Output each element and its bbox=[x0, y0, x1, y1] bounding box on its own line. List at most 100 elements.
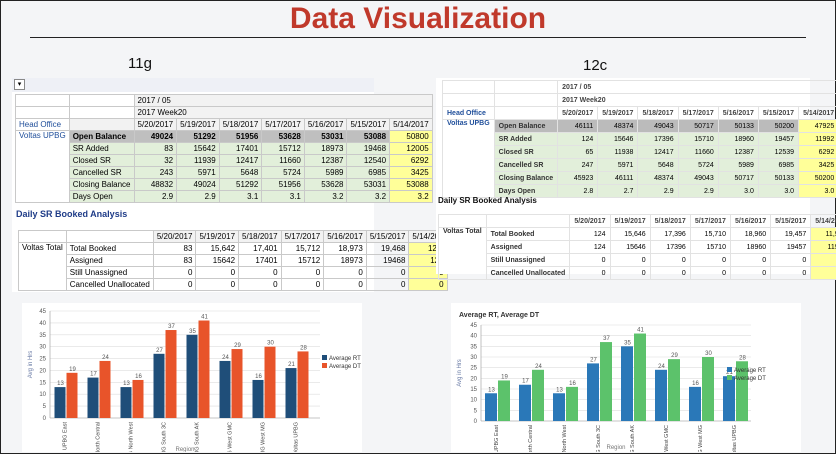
daily-value: 18,960 bbox=[730, 228, 770, 241]
daily-value: 11992 bbox=[811, 241, 836, 254]
daily-title-12c: Daily SR Booked Analysis bbox=[438, 196, 537, 205]
daily-date-header: 5/19/2017 bbox=[610, 215, 650, 228]
legend-label: Average DT bbox=[734, 376, 766, 382]
bar-average-dt bbox=[702, 357, 714, 421]
x-tick-label: UPBG North Central bbox=[96, 422, 102, 452]
x-tick-label: Voltas UPBG bbox=[732, 425, 738, 452]
metric-label: Closing Balance bbox=[494, 172, 557, 185]
pivot-value: 5989 bbox=[718, 159, 758, 172]
blank-cell bbox=[69, 107, 134, 119]
pivot-value: 19457 bbox=[758, 133, 798, 146]
daily-value: 0 bbox=[239, 267, 282, 279]
version-label-11g: 11g bbox=[128, 55, 152, 72]
pivot-value: 50200 bbox=[799, 172, 836, 185]
data-label: 37 bbox=[168, 324, 175, 330]
daily-value: 15,710 bbox=[690, 228, 730, 241]
bar-average-rt bbox=[587, 363, 599, 421]
data-label: 30 bbox=[267, 341, 274, 347]
pivot-date-header: 5/15/2017 bbox=[758, 107, 798, 120]
data-label: 17 bbox=[522, 379, 529, 385]
daily-value: 0 bbox=[811, 254, 836, 267]
daily-date-header: 5/17/2017 bbox=[281, 231, 324, 243]
bar-average-rt bbox=[553, 393, 565, 421]
head-office-label: Head Office bbox=[16, 119, 70, 131]
pivot-value: 6292 bbox=[390, 155, 433, 167]
pivot-value: 2.9 bbox=[638, 185, 678, 198]
bar-average-rt bbox=[655, 370, 667, 421]
daily-value: 19,457 bbox=[771, 228, 811, 241]
daily-value: 0 bbox=[771, 267, 811, 280]
data-label: 16 bbox=[692, 381, 699, 387]
pivot-value: 18960 bbox=[718, 133, 758, 146]
data-label: 16 bbox=[569, 381, 576, 387]
x-tick-label: UPBG West GMC bbox=[664, 425, 670, 452]
bar-average-dt bbox=[199, 321, 210, 418]
daily-date-header: 5/20/2017 bbox=[570, 215, 610, 228]
data-label: 35 bbox=[624, 340, 631, 346]
daily-value: 0 bbox=[570, 254, 610, 267]
bar-average-dt bbox=[166, 330, 177, 418]
daily-metric-label: Cancelled Unallocated bbox=[486, 267, 570, 280]
daily-value: 0 bbox=[610, 254, 650, 267]
y-tick-label: 30 bbox=[39, 345, 46, 351]
daily-value: 17401 bbox=[239, 255, 282, 267]
x-tick-label: UPBG South AK bbox=[195, 422, 201, 452]
bar-average-rt bbox=[485, 393, 497, 421]
pivot-value: 5648 bbox=[638, 159, 678, 172]
pivot-value: 3.1 bbox=[219, 191, 262, 203]
y-tick-label: 45 bbox=[470, 323, 477, 329]
metric-label: Open Balance bbox=[494, 120, 557, 133]
data-label: 27 bbox=[156, 348, 163, 354]
daily-value: 15,642 bbox=[196, 243, 239, 255]
daily-row-group: Voltas Total bbox=[19, 243, 67, 291]
daily-value: 0 bbox=[366, 267, 409, 279]
data-label: 13 bbox=[123, 381, 130, 387]
pivot-value: 48374 bbox=[638, 172, 678, 185]
bar-average-dt bbox=[498, 380, 510, 421]
blank-cell bbox=[443, 94, 495, 107]
legend-label: Average RT bbox=[734, 368, 766, 374]
pivot-value: 49043 bbox=[638, 120, 678, 133]
bar-average-dt bbox=[67, 373, 78, 418]
chevron-down-icon[interactable]: ▾ bbox=[14, 79, 25, 90]
pivot-value: 49024 bbox=[177, 179, 220, 191]
daily-value: 124 bbox=[570, 228, 610, 241]
data-label: 13 bbox=[57, 381, 64, 387]
pivot-value: 2.9 bbox=[134, 191, 177, 203]
page-title: Data Visualization bbox=[0, 2, 836, 36]
pivot-value: 18973 bbox=[304, 143, 347, 155]
pivot-date-header: 5/18/2017 bbox=[638, 107, 678, 120]
head-office-label: Head Office bbox=[443, 107, 495, 120]
pivot-value: 46111 bbox=[558, 120, 598, 133]
legend-swatch bbox=[727, 375, 732, 380]
pivot-value: 51292 bbox=[219, 179, 262, 191]
pivot-value: 12387 bbox=[718, 146, 758, 159]
pivot-period-row: 2017 / 05 bbox=[443, 81, 836, 94]
y-tick-label: 15 bbox=[39, 380, 46, 386]
pivot-value: 5648 bbox=[219, 167, 262, 179]
chart-title: Average RT, Average DT bbox=[459, 312, 540, 319]
pivot-value: 11939 bbox=[177, 155, 220, 167]
x-tick-label: UPBG South 3C bbox=[596, 425, 602, 452]
legend-swatch bbox=[322, 363, 327, 368]
bar-average-dt bbox=[532, 370, 544, 421]
legend-label: Average DT bbox=[329, 364, 361, 370]
pivot-value: 12417 bbox=[638, 146, 678, 159]
daily-value: 0 bbox=[324, 279, 367, 291]
daily-value: 0 bbox=[324, 267, 367, 279]
pivot-date-header: 5/16/2017 bbox=[718, 107, 758, 120]
daily-value: 0 bbox=[196, 267, 239, 279]
pivot-value: 53628 bbox=[304, 179, 347, 191]
daily-value: 0 bbox=[281, 267, 324, 279]
daily-metric-label: Assigned bbox=[486, 241, 570, 254]
